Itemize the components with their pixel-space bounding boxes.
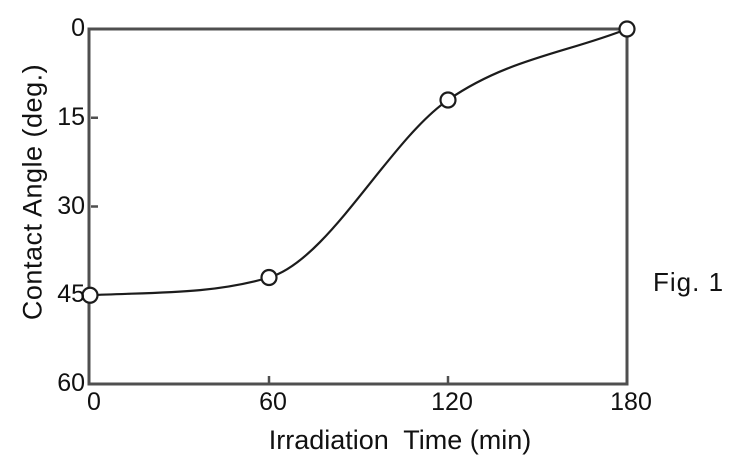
data-curve [89, 27, 628, 297]
data-point-0min [81, 286, 99, 304]
x-tick-label-0: 0 [87, 388, 101, 416]
x-tick-label-60: 60 [259, 388, 287, 416]
data-point-120min [439, 91, 457, 109]
x-axis-title: Irradiation Time (min) [268, 425, 532, 455]
y-tick-label-0: 0 [71, 14, 85, 42]
x-tick-label-120: 120 [431, 388, 473, 416]
y-tick-label-45: 45 [57, 280, 85, 309]
y-tick-label-60: 60 [57, 369, 85, 397]
x-tick-label-180: 180 [610, 388, 652, 416]
data-point-60min [260, 268, 278, 287]
figure-caption: Fig. 1 [653, 267, 725, 297]
y-tick-label-30: 30 [57, 191, 85, 220]
y-tick-label-15: 15 [57, 102, 85, 131]
data-point-180min [618, 20, 636, 38]
axes-frame [87, 27, 629, 386]
